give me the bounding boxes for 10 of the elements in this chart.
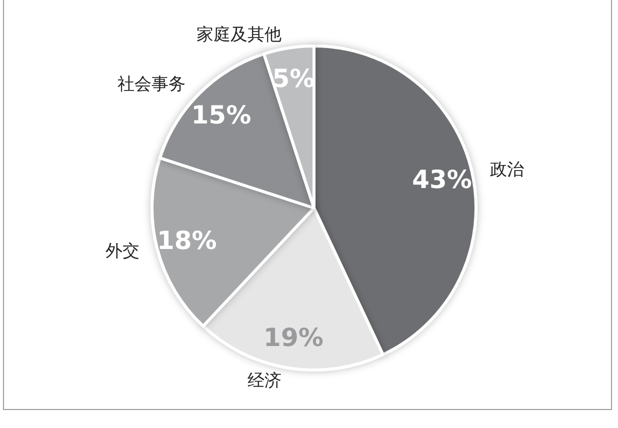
- data-label: 18%: [156, 226, 217, 256]
- slice-label: 家庭及其他: [196, 25, 282, 46]
- slice-label: 政治: [490, 160, 524, 180]
- data-label: 5%: [272, 64, 315, 93]
- slice-label: 经济: [248, 370, 282, 391]
- data-label: 15%: [191, 100, 252, 130]
- slice-label: 外交: [106, 242, 140, 262]
- data-label: 43%: [412, 164, 472, 194]
- slice-label: 社会事务: [117, 74, 186, 94]
- data-label: 19%: [264, 323, 324, 352]
